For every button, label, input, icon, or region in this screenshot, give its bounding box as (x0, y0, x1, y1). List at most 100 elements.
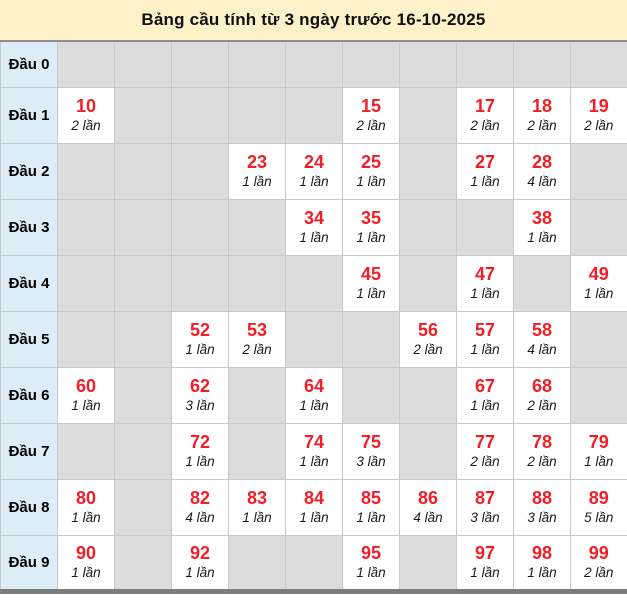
pair-number: 28 (531, 151, 553, 172)
pair-number: 56 (417, 319, 439, 340)
pair-number: 79 (588, 431, 609, 452)
pair-count: 2 lần (413, 342, 443, 358)
pair-number: 38 (531, 207, 553, 228)
empty-cell (399, 40, 457, 88)
empty-cell (57, 40, 115, 88)
row-header: Đầu 7 (0, 422, 58, 480)
pair-number: 24 (303, 151, 325, 172)
pair-cell: 80 1 lần (57, 478, 115, 536)
pair-number: 53 (246, 319, 268, 340)
pair-number: 85 (360, 487, 382, 508)
empty-cell (171, 86, 229, 144)
empty-cell (228, 366, 286, 424)
row-header: Đầu 6 (0, 366, 58, 424)
pair-count: 1 lần (356, 510, 386, 526)
empty-cell (57, 422, 115, 480)
pair-count: 1 lần (356, 174, 386, 190)
pair-number: 92 (189, 542, 211, 563)
pair-number: 87 (474, 487, 496, 508)
pair-count: 1 lần (584, 286, 614, 302)
pair-cell: 68 2 lần (513, 366, 571, 424)
table-row: Đầu 5 52 1 lần 53 2 lần 56 2 lần 57 1 lần 58 4 lần (0, 310, 627, 368)
pair-number: 19 (588, 95, 609, 116)
pair-count: 1 lần (356, 565, 386, 581)
empty-cell (171, 40, 229, 88)
row-header: Đầu 0 (0, 40, 58, 88)
pair-cell: 84 1 lần (285, 478, 343, 536)
pair-count: 1 lần (71, 510, 101, 526)
empty-cell (57, 142, 115, 200)
empty-cell (228, 254, 286, 312)
empty-cell (285, 254, 343, 312)
pair-cell: 75 3 lần (342, 422, 400, 480)
pair-count: 2 lần (584, 565, 614, 581)
pair-count: 4 lần (527, 174, 557, 190)
pair-number: 80 (75, 487, 97, 508)
pair-count: 1 lần (470, 565, 500, 581)
pair-count: 1 lần (299, 454, 329, 470)
pair-count: 1 lần (584, 454, 614, 470)
empty-cell (342, 366, 400, 424)
pair-cell: 35 1 lần (342, 198, 400, 256)
pair-number: 90 (75, 542, 97, 563)
pair-cell: 27 1 lần (456, 142, 514, 200)
empty-cell (513, 254, 571, 312)
pair-cell: 53 2 lần (228, 310, 286, 368)
pair-cell: 49 1 lần (570, 254, 627, 312)
pair-count: 4 lần (185, 510, 215, 526)
pair-number: 60 (75, 375, 97, 396)
pair-count: 5 lần (584, 510, 614, 526)
pair-number: 15 (360, 95, 382, 116)
pair-count: 3 lần (470, 510, 500, 526)
pair-count: 4 lần (527, 342, 557, 358)
table-row: Đầu 7 72 1 lần 74 1 lần 75 3 lần 77 2 lần 78 2 lần… (0, 422, 627, 480)
pair-count: 1 lần (71, 565, 101, 581)
pair-cell: 19 2 lần (570, 86, 627, 144)
pair-cell: 87 3 lần (456, 478, 514, 536)
pair-count: 1 lần (299, 510, 329, 526)
pair-count: 1 lần (299, 174, 329, 190)
pair-count: 1 lần (356, 230, 386, 246)
table-row: Đầu 1 10 2 lần 15 2 lần 17 2 lần 18 2 lần 19 2 lần (0, 86, 627, 144)
pair-number: 23 (246, 151, 268, 172)
pair-number: 34 (303, 207, 325, 228)
pair-count: 1 lần (185, 454, 215, 470)
pair-cell: 38 1 lần (513, 198, 571, 256)
empty-cell (285, 40, 343, 88)
pair-cell: 64 1 lần (285, 366, 343, 424)
row-header: Đầu 5 (0, 310, 58, 368)
empty-cell (399, 142, 457, 200)
pair-cell: 45 1 lần (342, 254, 400, 312)
pair-number: 83 (246, 487, 268, 508)
pair-cell: 58 4 lần (513, 310, 571, 368)
empty-cell (228, 422, 286, 480)
row-header: Đầu 2 (0, 142, 58, 200)
pair-cell: 72 1 lần (171, 422, 229, 480)
table-row: Đầu 9 90 1 lần 92 1 lần 95 1 lần 97 1 lần 98 1 lần… (0, 534, 627, 592)
pair-number: 17 (474, 95, 496, 116)
pair-count: 1 lần (356, 286, 386, 302)
pair-cell: 86 4 lần (399, 478, 457, 536)
pair-cell: 99 2 lần (570, 534, 627, 592)
pair-count: 3 lần (527, 510, 557, 526)
pair-number: 27 (474, 151, 496, 172)
empty-cell (342, 310, 400, 368)
pair-number: 98 (531, 542, 553, 563)
pair-cell: 25 1 lần (342, 142, 400, 200)
pair-number: 75 (360, 431, 382, 452)
pair-count: 1 lần (299, 398, 329, 414)
empty-cell (114, 366, 172, 424)
pair-number: 45 (360, 263, 382, 284)
pair-count: 2 lần (356, 118, 386, 134)
bridge-table-body: Đầu 0 Đầu 1 10 2 lần 15 2 lần 17 2 lần 18 2 lần 19… (0, 40, 627, 592)
pair-cell: 47 1 lần (456, 254, 514, 312)
empty-cell (513, 40, 571, 88)
pair-cell: 67 1 lần (456, 366, 514, 424)
pair-cell: 24 1 lần (285, 142, 343, 200)
board-title: Bảng cầu tính từ 3 ngày trước 16-10-2025 (0, 0, 627, 40)
pair-count: 3 lần (356, 454, 386, 470)
pair-number: 82 (189, 487, 211, 508)
pair-cell: 85 1 lần (342, 478, 400, 536)
row-header: Đầu 8 (0, 478, 58, 536)
